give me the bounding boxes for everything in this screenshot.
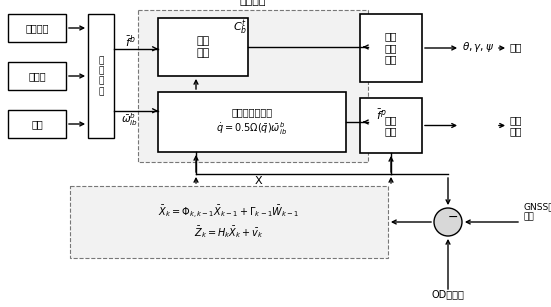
Text: GNSS量
测值: GNSS量 测值: [523, 202, 551, 222]
Bar: [8, 62, 66, 90]
Text: $\bar{f}^{b}$: $\bar{f}^{b}$: [125, 34, 136, 50]
Text: $\bar{\omega}_{ib}^{b}$: $\bar{\omega}_{ib}^{b}$: [121, 111, 138, 128]
Bar: [138, 10, 368, 162]
Text: 导航
计算: 导航 计算: [385, 115, 397, 136]
Bar: [88, 14, 114, 138]
Bar: [8, 110, 66, 138]
Text: 姿态四元数更新
$\dot{q}=0.5\Omega(\bar{q})\bar{\omega}_{ib}^{b}$: 姿态四元数更新 $\dot{q}=0.5\Omega(\bar{q})\bar{…: [217, 107, 288, 137]
Text: X: X: [254, 176, 262, 186]
Text: −: −: [448, 211, 458, 223]
Circle shape: [434, 208, 462, 236]
Text: 陀螺仪: 陀螺仪: [28, 71, 46, 81]
Text: 姿态: 姿态: [510, 42, 522, 52]
Text: 捷联
矩阵: 捷联 矩阵: [196, 36, 209, 58]
Text: $\bar{f}^{p}$: $\bar{f}^{p}$: [376, 108, 387, 122]
Text: 加速度计: 加速度计: [25, 23, 48, 33]
Text: 载体
姿态
计算: 载体 姿态 计算: [385, 31, 397, 64]
Text: $\theta,\gamma,\psi$: $\theta,\gamma,\psi$: [462, 40, 494, 54]
Bar: [158, 18, 248, 76]
Text: $C_b^t$: $C_b^t$: [233, 19, 247, 37]
Text: 地磁: 地磁: [31, 119, 43, 129]
Text: OD量测值: OD量测值: [431, 289, 464, 299]
Bar: [360, 98, 422, 153]
Text: 速度
位置: 速度 位置: [510, 115, 522, 136]
Bar: [360, 14, 422, 82]
Bar: [70, 186, 388, 258]
Bar: [8, 14, 66, 42]
Bar: [158, 92, 346, 152]
Text: 误
差
补
偿: 误 差 补 偿: [98, 56, 104, 96]
Text: $\bar{X}_k=\Phi_{k,k-1}\bar{X}_{k-1}+\Gamma_{k-1}\bar{W}_{k-1}$
$\bar{Z}_k=H_k\b: $\bar{X}_k=\Phi_{k,k-1}\bar{X}_{k-1}+\Ga…: [158, 204, 300, 240]
Text: 数学平台: 数学平台: [240, 0, 266, 6]
